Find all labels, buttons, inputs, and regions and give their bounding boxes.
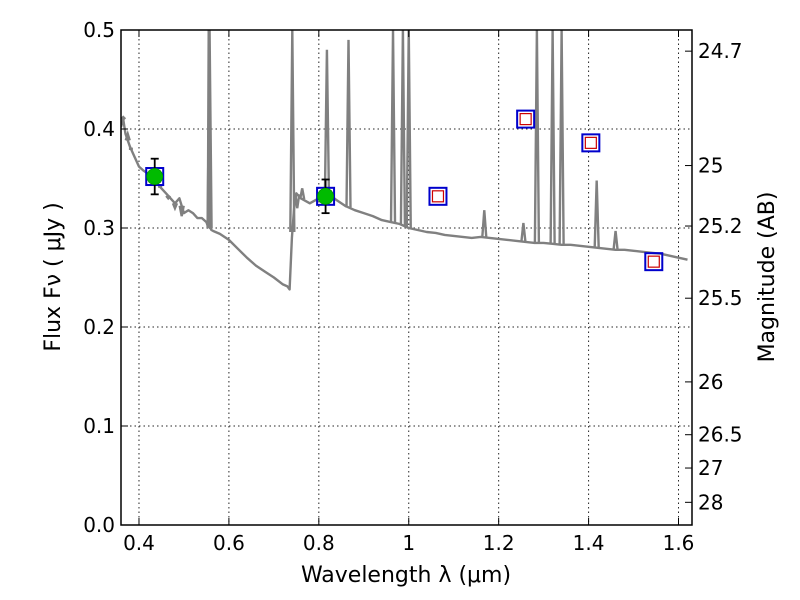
x-tick-label: 0.4: [123, 531, 155, 555]
spectrum-spike: [165, 195, 172, 201]
ticks: 0.4 0.6 0.8 1 1.2 1.4 1.6 0.0 0.1 0.2 0.3 0.4 0.5 24.…: [83, 18, 742, 555]
spectrum-spike: [171, 202, 179, 212]
spectrum-spike: [549, 30, 556, 244]
detection-point: [317, 187, 334, 205]
x-tick-label: 0.8: [303, 531, 335, 555]
model-flux-inner: [519, 112, 532, 126]
detection-point: [146, 168, 164, 185]
spectrum-spike: [294, 194, 301, 209]
mag-tick-label: 25.5: [698, 286, 743, 310]
model-flux-box: [516, 109, 536, 129]
model-flux-inner: [584, 136, 597, 149]
model-flux-box: [428, 186, 448, 206]
spectrum-spike: [481, 210, 488, 238]
spectrum-spike: [558, 30, 565, 245]
x-tick-label: 1.4: [573, 531, 605, 555]
plot-frame: [120, 29, 693, 526]
model-flux-inner: [647, 255, 660, 268]
mag-tick-label: 28: [698, 490, 723, 514]
spectrum-spike: [389, 30, 397, 223]
spectrum-spike: [299, 188, 306, 200]
y-axis-label: Flux Fν ( μJy ): [41, 202, 66, 351]
x-tick-label: 1.2: [483, 531, 515, 555]
y2-axis-label: Magnitude (AB): [755, 192, 780, 363]
mag-tick-label: 26: [698, 370, 723, 394]
spectrum-spike: [289, 30, 296, 232]
spectrum-spike: [206, 30, 213, 229]
y-tick-label: 0.0: [83, 513, 115, 537]
mag-tick-label: 27: [698, 456, 723, 480]
mag-tick-label: 25.2: [698, 214, 743, 238]
spectrum-spike: [399, 30, 407, 226]
x-tick-label: 1: [402, 531, 415, 555]
spectrum-spike: [612, 230, 619, 250]
y-tick-label: 0.4: [83, 117, 115, 141]
spectrum-spike: [323, 49, 331, 194]
spectrum-spike: [533, 30, 541, 243]
x-tick-label: 0.6: [213, 531, 245, 555]
mag-tick-label: 24.7: [698, 39, 743, 63]
y-tick-label: 0.1: [83, 414, 115, 438]
spectrum-spike: [520, 222, 527, 242]
spectrum-spike: [593, 180, 600, 248]
spectrum-spike: [178, 205, 185, 217]
y-tick-label: 0.2: [83, 315, 115, 339]
model-flux-box: [644, 252, 664, 272]
x-axis-label: Wavelength λ (μm): [301, 563, 511, 588]
mag-tick-label: 26.5: [698, 423, 743, 447]
series-layer: [121, 30, 688, 291]
mag-tick-label: 25: [698, 154, 723, 178]
x-tick-label: 1.6: [663, 531, 695, 555]
grid: [121, 30, 692, 525]
model-flux-inner: [431, 190, 445, 203]
model-flux-box: [581, 133, 601, 153]
spectrum-spike: [405, 30, 412, 229]
spectrum-spike: [345, 39, 352, 208]
spectrum-spike: [121, 115, 127, 120]
y-tick-label: 0.5: [83, 18, 115, 42]
marker-layer: [145, 109, 664, 272]
spectrum-spike: [124, 129, 131, 141]
y-tick-label: 0.3: [83, 216, 115, 240]
